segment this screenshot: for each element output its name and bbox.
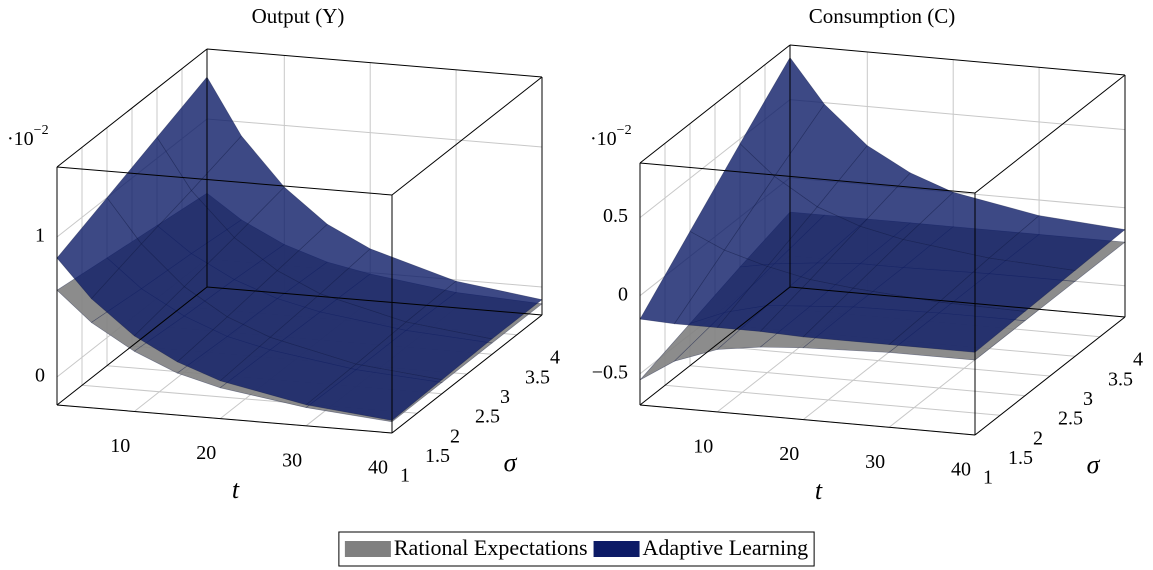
y-tick-label: 3.5 — [525, 366, 550, 388]
grid-line — [664, 143, 1001, 416]
x-axis-label: t — [815, 476, 823, 505]
y-tick-label: 4 — [1133, 349, 1143, 371]
legend-box — [338, 531, 815, 567]
x-axis-label: t — [232, 475, 240, 504]
y-tick-label: 1 — [400, 465, 410, 487]
y-axis-label: σ — [504, 448, 518, 477]
z-tick-label: 0 — [35, 365, 45, 387]
y-tick-label: 1 — [983, 467, 993, 489]
legend-text: Adaptive Learning — [643, 535, 809, 560]
legend-swatch — [593, 541, 640, 557]
z-multiplier: ·10−2 — [590, 123, 632, 149]
x-tick-label: 20 — [779, 443, 799, 465]
z-tick-label: 1 — [35, 225, 45, 247]
x-tick-label: 10 — [110, 435, 130, 457]
chart-title: Output (Y) — [252, 4, 345, 28]
y-tick-label: 2.5 — [1058, 408, 1083, 430]
x-tick-label: 40 — [368, 457, 388, 479]
axis-box — [639, 44, 1126, 436]
y-tick-label: 2.5 — [475, 406, 500, 428]
legend-swatch — [344, 541, 391, 557]
y-tick-label: 3.5 — [1108, 368, 1133, 390]
x-tick-label: 20 — [196, 442, 216, 464]
z-multiplier-base: ·10 — [590, 128, 617, 150]
surface-patch — [938, 257, 1076, 312]
z-multiplier-exponent: −2 — [34, 123, 49, 138]
y-tick-label: 3 — [1083, 388, 1093, 410]
y-tick-label: 1.5 — [425, 445, 450, 467]
legend-text: Rational Expectations — [394, 535, 588, 560]
y-tick-label: 2 — [1033, 427, 1043, 449]
y-tick-label: 4 — [550, 347, 560, 369]
surface-patch — [888, 301, 1026, 353]
y-tick-label: 1.5 — [1008, 447, 1033, 469]
z-tick-label: 0.5 — [603, 205, 628, 227]
z-tick-label: −0.5 — [592, 361, 628, 383]
surface-patch — [305, 363, 443, 421]
z-multiplier-base: ·10 — [7, 128, 34, 150]
x-tick-label: 30 — [282, 449, 302, 471]
chart-title: Consumption (C) — [809, 4, 955, 28]
z-multiplier-exponent: −2 — [617, 123, 632, 138]
z-multiplier: ·10−2 — [7, 123, 49, 149]
y-tick-label: 3 — [500, 386, 510, 408]
y-tick-label: 2 — [450, 425, 460, 447]
x-tick-label: 30 — [865, 451, 885, 473]
y-axis-label: σ — [1087, 450, 1101, 479]
x-tick-label: 40 — [951, 459, 971, 481]
z-tick-label: 0 — [618, 283, 628, 305]
axis-box — [56, 48, 543, 434]
surface-patch — [355, 321, 493, 381]
x-tick-label: 10 — [693, 436, 713, 458]
